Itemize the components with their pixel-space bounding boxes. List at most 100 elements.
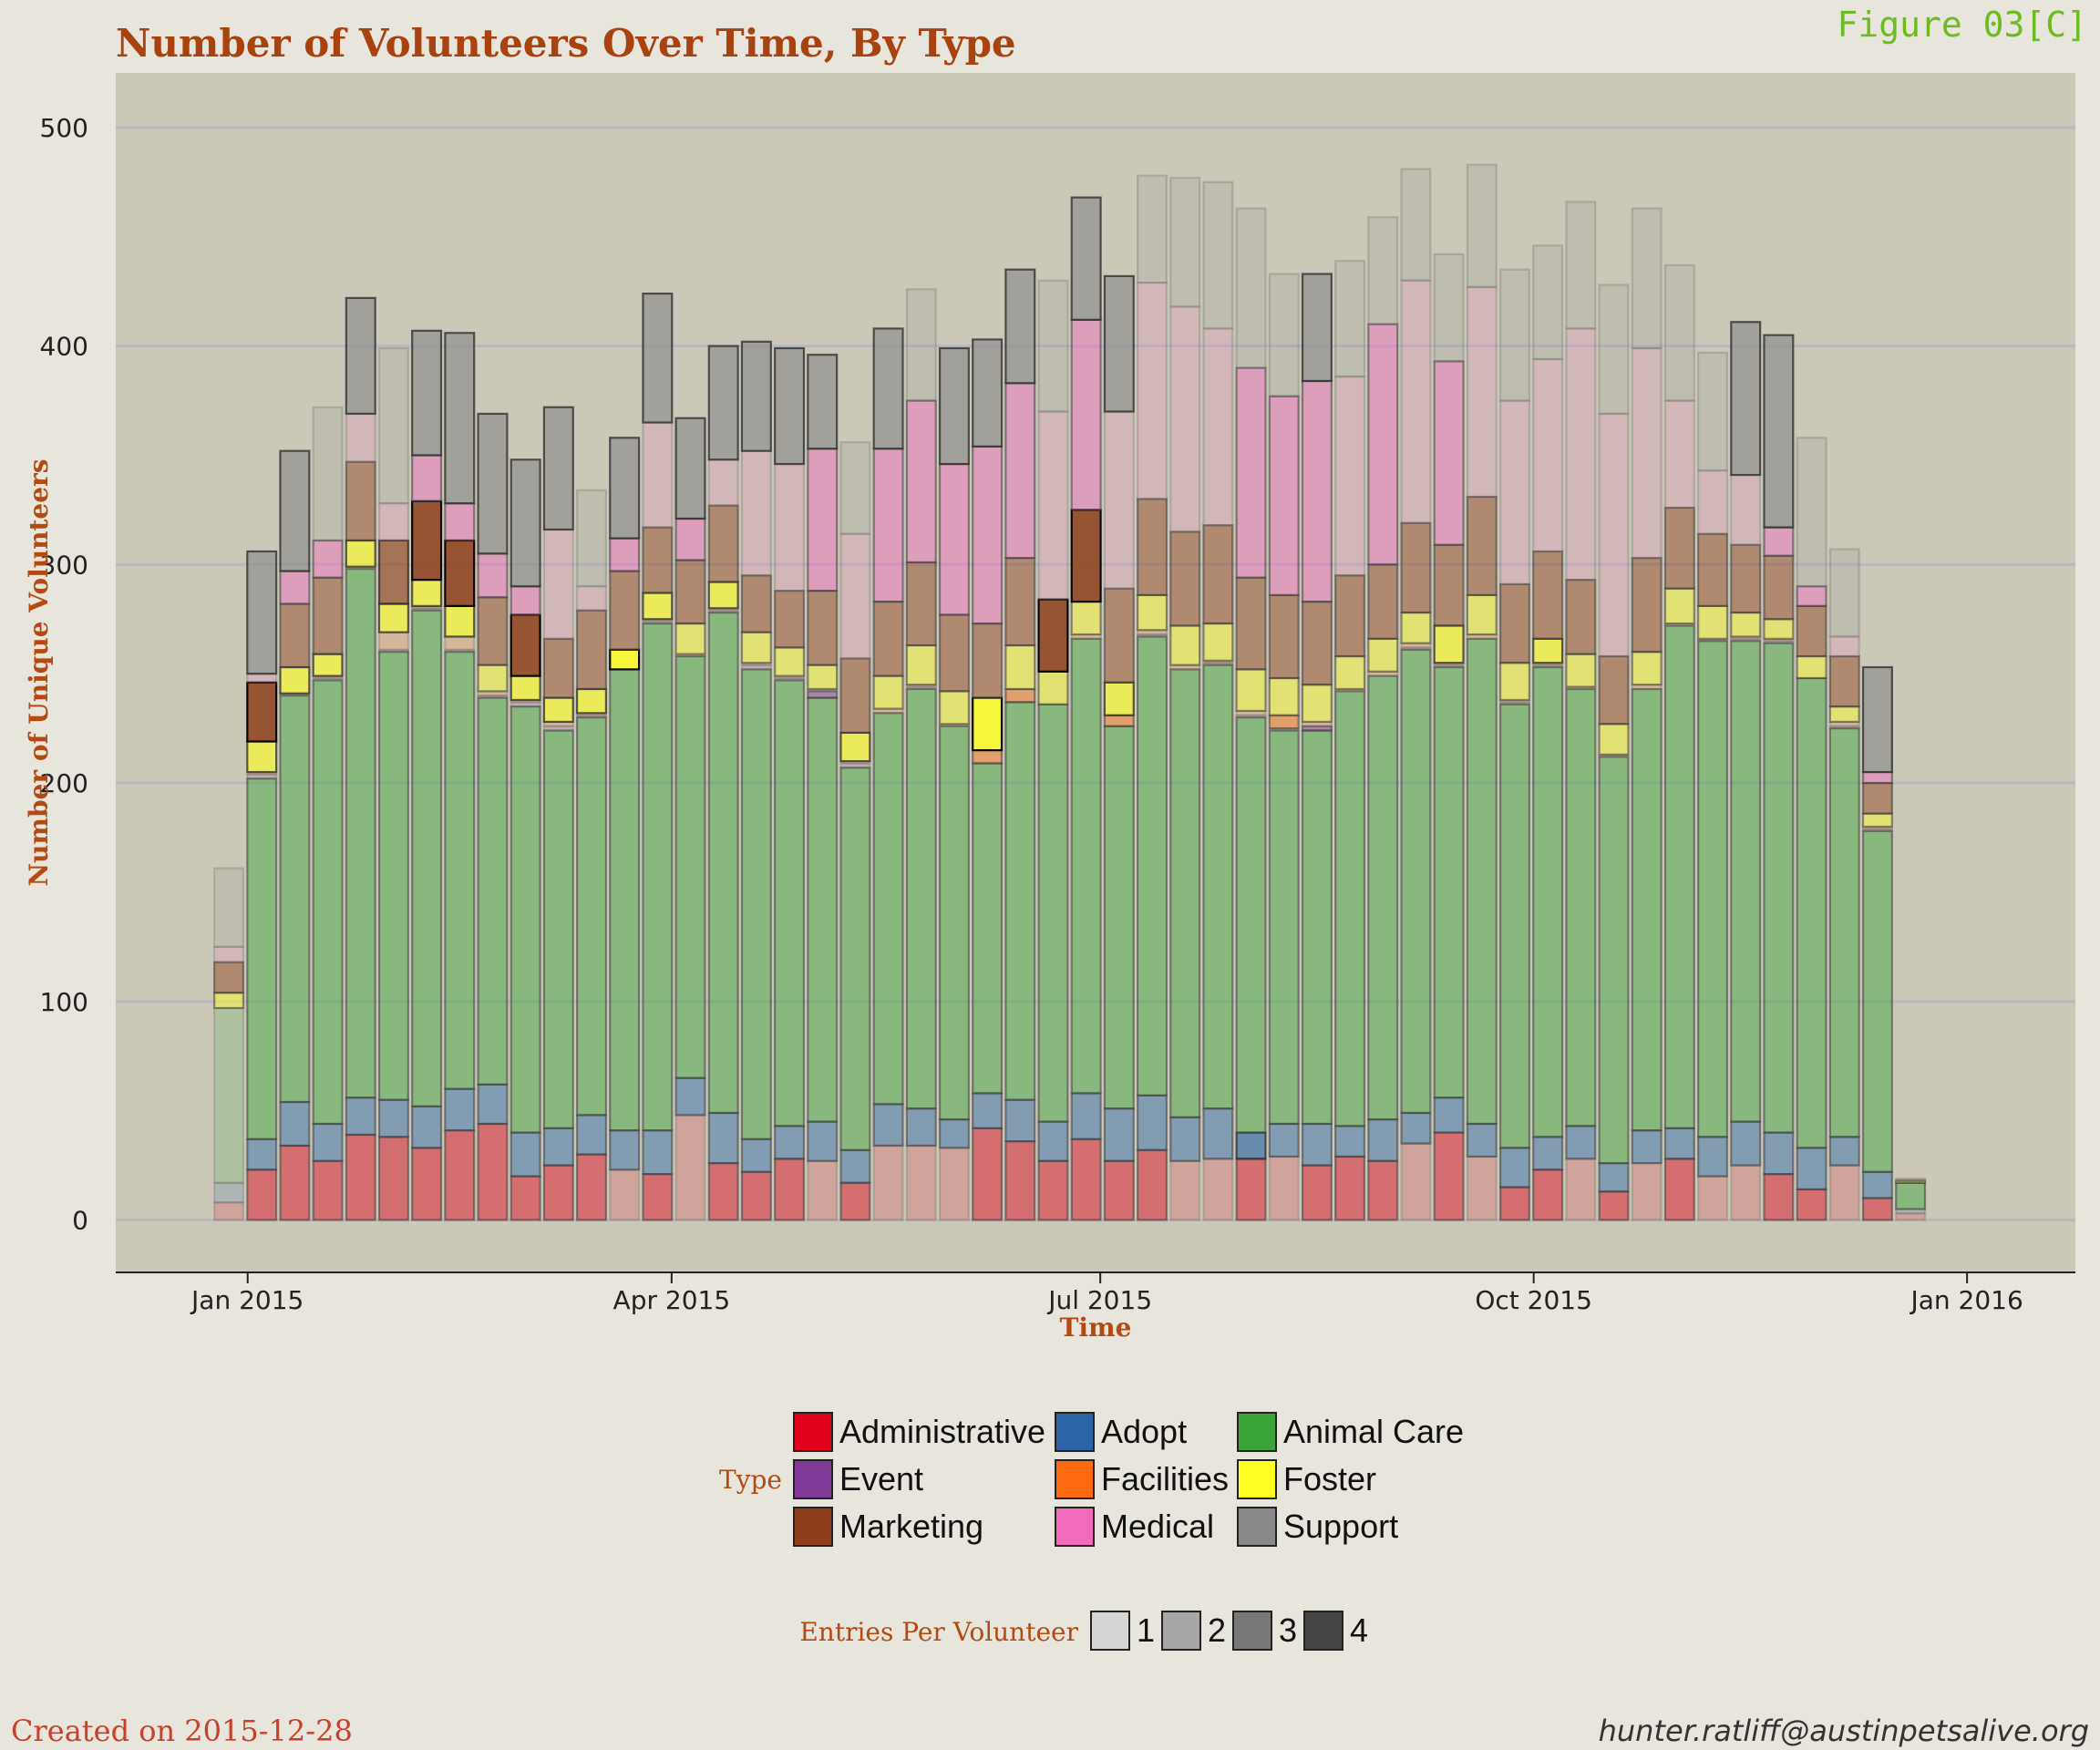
bar-segment-marketing — [1895, 1177, 1927, 1182]
bar-segment-marketing — [1268, 593, 1300, 680]
bar-segment-support — [1070, 196, 1102, 321]
bar-segment-medical — [1070, 318, 1102, 511]
bar-segment-medical — [1663, 399, 1695, 510]
bar-segment-support — [1763, 334, 1795, 529]
bar-segment-foster — [477, 664, 509, 693]
bar-segment-support — [1235, 207, 1267, 369]
bar-segment-animal-care — [1433, 665, 1465, 1099]
bar-segment-medical — [1796, 585, 1827, 607]
bar-segment-event — [411, 607, 443, 612]
bar-segment-event — [707, 609, 739, 614]
bar-segment-adopt — [377, 1098, 409, 1138]
bar-segment-administrative — [411, 1147, 443, 1221]
bar-segment-administrative — [674, 1114, 706, 1221]
legend-label: Medical — [1101, 1508, 1214, 1545]
bar-segment-support — [1730, 321, 1762, 477]
bar-segment-medical — [905, 399, 937, 564]
figure-label: Figure 03[C] — [1837, 5, 2087, 45]
bar-segment-medical — [1498, 399, 1530, 586]
bar-segment-medical — [213, 945, 245, 963]
bar-segment-adopt — [1663, 1127, 1695, 1160]
bar-segment-marketing — [774, 590, 806, 649]
bar-segment-medical — [542, 528, 574, 640]
bar-segment-foster — [1103, 681, 1135, 716]
bar-segment-support — [642, 293, 674, 424]
bar-segment-event — [510, 701, 541, 708]
bar-segment-marketing — [1861, 781, 1893, 815]
y-tick-label: 200 — [40, 768, 88, 798]
bar-segment-administrative — [312, 1159, 344, 1221]
bar-segment-adopt — [1400, 1111, 1432, 1145]
bar-segment-adopt — [609, 1129, 641, 1171]
bar-segment-adopt — [510, 1131, 541, 1178]
bar-segment-support — [1796, 437, 1827, 588]
bar-segment-administrative — [1730, 1164, 1762, 1221]
bar-segment-adopt — [345, 1096, 376, 1137]
bar-segment-foster — [1598, 723, 1630, 756]
bar-segment-medical — [839, 532, 871, 660]
bar-segment-adopt — [642, 1129, 674, 1176]
bar-segment-animal-care — [609, 668, 641, 1132]
bar-segment-adopt — [542, 1127, 574, 1167]
bar-segment-adopt — [740, 1138, 772, 1173]
bar-segment-marketing — [1663, 506, 1695, 590]
bar-segment-support — [1037, 279, 1069, 413]
bar-segment-administrative — [1433, 1131, 1465, 1221]
bar-segment-support — [279, 449, 311, 572]
bar-segment-foster — [1037, 670, 1069, 705]
bar-segment-marketing — [1004, 557, 1036, 647]
bar-segment-foster — [938, 690, 970, 726]
bar-segment-administrative — [740, 1170, 772, 1221]
bar-segment-support — [674, 417, 706, 520]
bar-segment-administrative — [1466, 1155, 1498, 1221]
bar-segment-event — [1828, 725, 1860, 730]
bar-segment-adopt — [1169, 1116, 1201, 1162]
bar-segment-event — [740, 664, 772, 671]
bar-segment-adopt — [674, 1076, 706, 1117]
x-tick-label: Jul 2015 — [1046, 1285, 1152, 1315]
bar-segment-animal-care — [1796, 676, 1827, 1149]
bar-segment-animal-care — [1037, 703, 1069, 1123]
bar-segment-foster — [674, 622, 706, 655]
y-tick-label: 400 — [40, 332, 88, 362]
y-tick-label: 100 — [40, 987, 88, 1017]
bar-segment-animal-care — [905, 687, 937, 1110]
bar-segment-medical — [246, 673, 278, 684]
bar-segment-medical — [1697, 469, 1729, 535]
bar-segment-support — [1598, 283, 1630, 416]
bar-segment-animal-care — [510, 705, 541, 1134]
bar-segment-administrative — [345, 1133, 376, 1221]
bar-segment-marketing — [972, 622, 1004, 699]
bar-segment-animal-care — [1861, 829, 1893, 1173]
bar-segment-animal-care — [377, 651, 409, 1101]
bar-segment-marketing — [1631, 557, 1662, 654]
bar-segment-administrative — [213, 1201, 245, 1221]
y-axis-ticks: 0 100 200 300 400 500 — [40, 113, 88, 1236]
bar-segment-event — [477, 695, 509, 699]
bar-segment-foster — [1433, 624, 1465, 664]
bar-segment-adopt — [1037, 1120, 1069, 1162]
bar-segment-facilities — [1103, 714, 1135, 727]
author-email: hunter.ratliff@austinpetsalive.org — [1599, 1714, 2089, 1748]
bar-segment-marketing — [1763, 554, 1795, 621]
bar-segment-adopt — [1861, 1170, 1893, 1199]
bar-segment-support — [1828, 548, 1860, 638]
bar-segment-foster — [1334, 654, 1366, 691]
bar-segment-medical — [312, 539, 344, 579]
bar-segment-foster — [1367, 637, 1399, 673]
bar-segment-marketing — [279, 602, 311, 669]
bar-segment-marketing — [1103, 587, 1135, 684]
bar-segment-medical — [1235, 366, 1267, 579]
y-tick-label: 300 — [40, 550, 88, 580]
bar-segment-adopt — [1070, 1092, 1102, 1140]
bar-segment-support — [1103, 274, 1135, 413]
bar-segment-administrative — [1631, 1162, 1662, 1221]
bar-segment-administrative — [1037, 1159, 1069, 1221]
bar-segment-support — [1367, 216, 1399, 325]
bar-segment-support — [1301, 273, 1333, 383]
bar-segment-administrative — [246, 1168, 278, 1221]
bar-segment-foster — [1268, 676, 1300, 716]
bar-segment-adopt — [1004, 1098, 1036, 1143]
bar-segment-administrative — [377, 1136, 409, 1221]
bar-segment-animal-care — [807, 696, 839, 1123]
